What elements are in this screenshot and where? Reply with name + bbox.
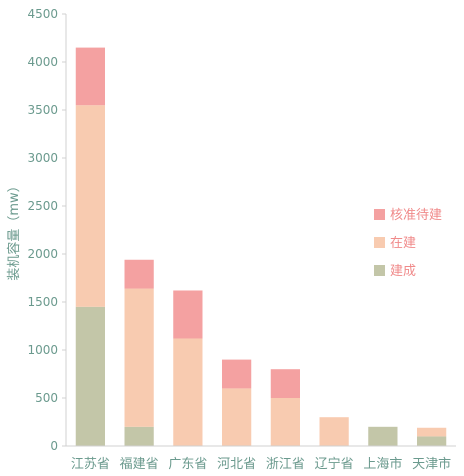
bar-segment	[270, 369, 300, 398]
legend-label: 在建	[390, 236, 416, 251]
y-tick-label: 1000	[27, 343, 58, 357]
bar-segment	[173, 290, 203, 339]
legend-swatch	[374, 265, 385, 276]
y-tick-label: 2500	[27, 199, 58, 213]
y-tick-label: 1500	[27, 295, 58, 309]
y-tick-label: 3000	[27, 151, 58, 165]
bar-segment	[75, 47, 105, 106]
legend-swatch	[374, 209, 385, 220]
bar-segment	[124, 288, 154, 427]
x-tick-label: 广东省	[168, 457, 207, 472]
y-axis-label: 装机容量（mw）	[6, 179, 22, 280]
x-axis: 江苏省 福建省 广东省 河北省 浙江省 辽宁省 上海市 天津市	[66, 445, 456, 472]
bar-segment	[124, 259, 154, 289]
x-tick-label: 江苏省	[71, 456, 110, 472]
legend-label: 建成	[390, 264, 416, 279]
bar-segment	[75, 306, 105, 446]
bar-segment	[75, 105, 105, 307]
y-tick-label: 3500	[27, 103, 58, 117]
y-tick-label: 4500	[27, 7, 58, 21]
legend-swatch	[374, 237, 385, 248]
bar-segment	[222, 388, 252, 446]
x-tick-label: 河北省	[217, 457, 256, 472]
bar-segment	[417, 427, 447, 437]
bar-segment	[222, 359, 252, 389]
x-tick-label: 福建省	[120, 457, 159, 472]
bars	[75, 47, 447, 446]
bar-segment	[124, 426, 154, 446]
bar-segment	[319, 417, 349, 446]
y-tick-label: 2000	[27, 247, 58, 261]
y-tick-label: 0	[50, 439, 58, 453]
x-tick-label: 浙江省	[266, 457, 305, 472]
bar-segment	[368, 426, 398, 446]
bar-segment	[270, 398, 300, 446]
x-tick-label: 辽宁省	[315, 456, 354, 472]
y-axis: 0 500 1000 1500 2000 2500 3000 3500 4000 4500	[27, 7, 67, 453]
x-tick-label: 上海市	[363, 456, 402, 472]
x-tick-label: 天津市	[412, 456, 451, 472]
y-tick-label: 4000	[27, 55, 58, 69]
legend-label: 核准待建	[390, 208, 442, 223]
y-tick-label: 500	[35, 391, 58, 405]
bar-segment	[173, 338, 203, 446]
bar-segment	[417, 436, 447, 446]
